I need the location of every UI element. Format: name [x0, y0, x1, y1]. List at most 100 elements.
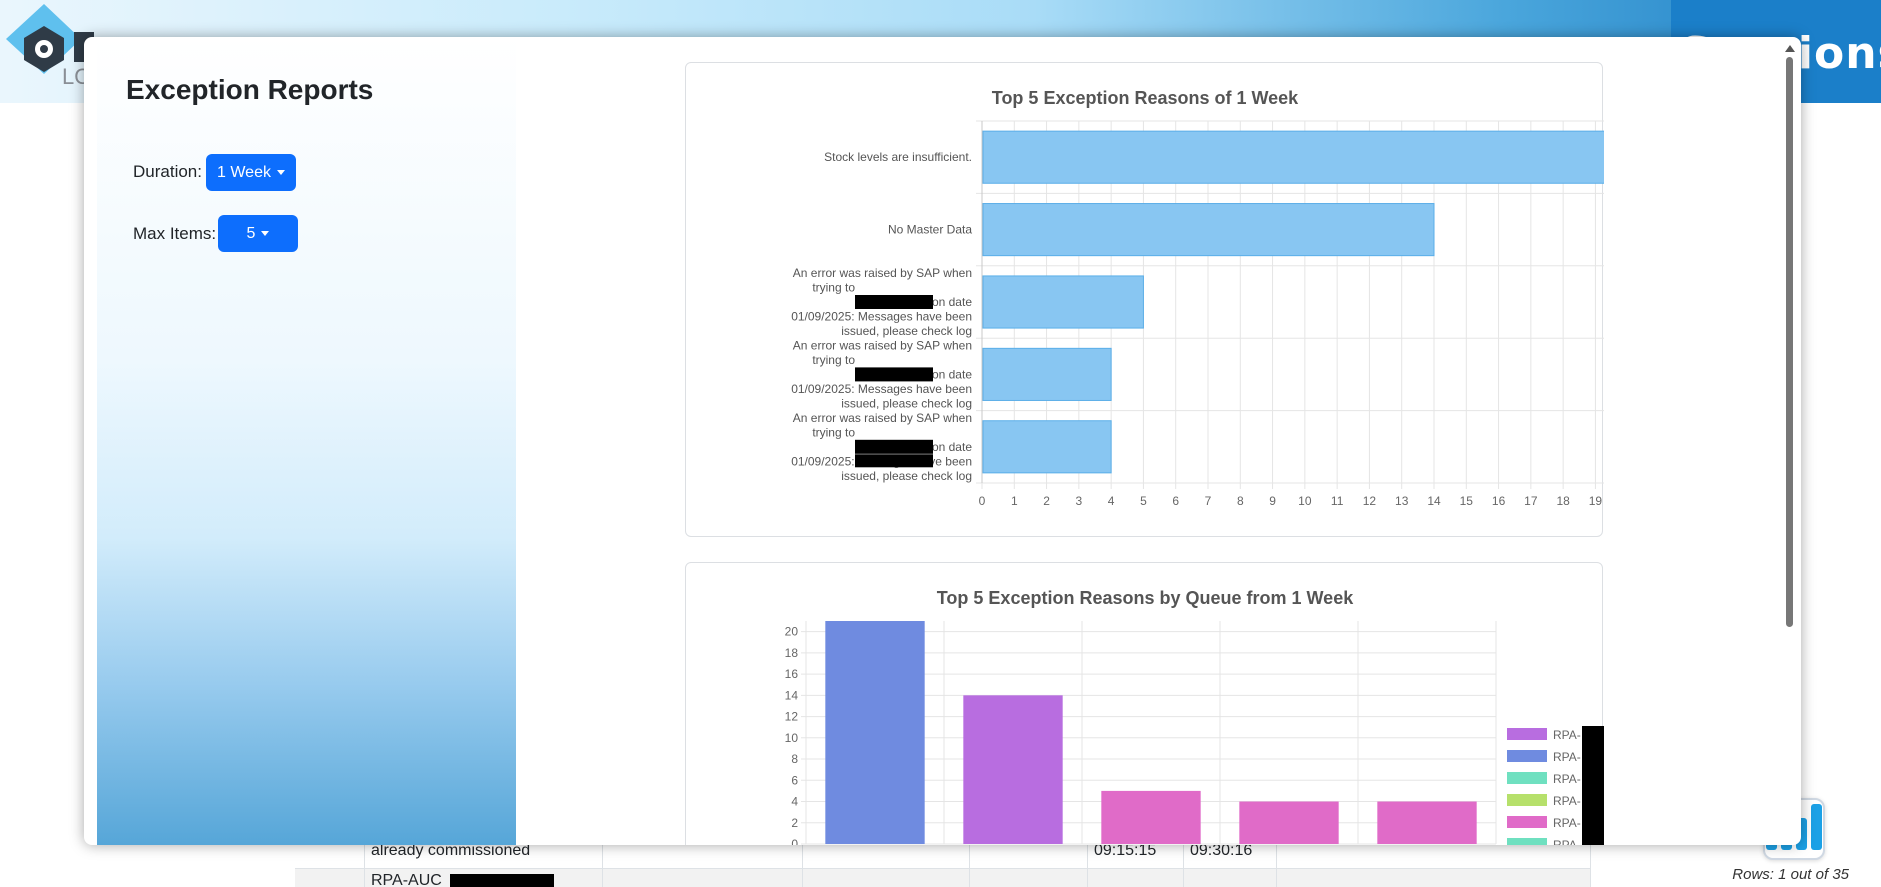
- max-items-value: 5: [246, 224, 256, 242]
- x-tick-label: 8: [1237, 494, 1244, 508]
- x-tick-label: 19: [1589, 494, 1603, 508]
- legend-label: RPA-: [1553, 794, 1581, 808]
- legend-swatch: [1507, 728, 1547, 740]
- y-tick-label: 8: [791, 752, 798, 766]
- x-tick-label: 18: [1556, 494, 1570, 508]
- bar: [1377, 801, 1477, 844]
- y-tick-label: trying to: [812, 425, 855, 439]
- chart-card-reasons-by-queue: Top 5 Exception Reasons by Queue from 1 …: [685, 562, 1604, 845]
- sessions-table: already commissioned 09:15:15 09:30:16 R…: [295, 838, 1591, 887]
- legend-swatch: [1507, 816, 1547, 828]
- x-tick-label: 4: [1108, 494, 1115, 508]
- bar: [982, 420, 1112, 474]
- x-tick-label: 6: [1172, 494, 1179, 508]
- redaction-block: [855, 367, 933, 382]
- max-items-label: Max Items:: [133, 224, 217, 243]
- rows-count: Rows: 1 out of 35: [1732, 866, 1849, 883]
- x-tick-label: 9: [1269, 494, 1276, 508]
- table-cell: [1184, 869, 1277, 887]
- y-tick-label: An error was raised by SAP when: [793, 266, 972, 280]
- bar-chart-icon: [1796, 818, 1807, 850]
- table-cell: [295, 839, 365, 868]
- y-tick-label: 4: [791, 795, 798, 809]
- table-cell: [803, 869, 970, 887]
- table-cell-text: RPA-AUC: [371, 872, 442, 887]
- redaction-block: [1582, 726, 1604, 845]
- table-cell: already commissioned: [365, 839, 603, 868]
- legend-swatch: [1507, 838, 1547, 845]
- y-tick-label: 16: [785, 667, 799, 681]
- x-tick-label: 0: [979, 494, 986, 508]
- y-tick-label: issued, please check log: [841, 324, 972, 338]
- table-cell: [1277, 869, 1591, 887]
- chart-title: Top 5 Exception Reasons by Queue from 1 …: [937, 588, 1354, 608]
- table-cell: [603, 869, 803, 887]
- legend-swatch: [1507, 750, 1547, 762]
- x-tick-label: 11: [1331, 494, 1344, 508]
- filter-sidebar: [97, 37, 516, 845]
- table-cell: [295, 869, 365, 887]
- bar: [982, 203, 1435, 257]
- y-tick-label: No Master Data: [888, 223, 972, 237]
- legend-label: RPA-: [1553, 772, 1581, 786]
- redaction-block: [855, 439, 933, 454]
- y-tick-label: trying to: [812, 353, 855, 367]
- bar: [963, 695, 1063, 844]
- y-tick-label: issued, please check log: [841, 469, 972, 483]
- x-tick-label: 1: [1011, 494, 1018, 508]
- y-tick-label: on date: [932, 295, 972, 309]
- table-cell: [1277, 839, 1591, 868]
- caret-down-icon: [276, 170, 285, 175]
- x-tick-label: 5: [1140, 494, 1147, 508]
- redaction-block: [855, 454, 933, 468]
- table-cell: [803, 839, 970, 868]
- table-cell: RPA-AUC: [365, 869, 603, 887]
- x-tick-label: 3: [1076, 494, 1083, 508]
- table-cell: 09:30:16: [1184, 839, 1277, 868]
- x-tick-label: 15: [1460, 494, 1474, 508]
- redaction-block: [855, 295, 933, 309]
- y-tick-label: 14: [785, 688, 799, 702]
- scroll-up-icon[interactable]: [1785, 45, 1795, 52]
- exception-reports-modal: Exception Reports Duration: 1 Week Max I…: [84, 37, 1801, 845]
- table-cell: [970, 869, 1088, 887]
- legend-label: RPA-: [1553, 816, 1581, 830]
- scroll-thumb[interactable]: [1786, 57, 1793, 627]
- y-tick-label: An error was raised by SAP when: [793, 411, 972, 425]
- modal-title: Exception Reports: [126, 74, 374, 105]
- y-tick-label: An error was raised by SAP when: [793, 338, 972, 352]
- table-row[interactable]: already commissioned 09:15:15 09:30:16: [295, 839, 1591, 869]
- table-cell: [1088, 869, 1184, 887]
- bar-chart-icon: [1811, 804, 1822, 850]
- y-tick-label: issued, please check log: [841, 396, 972, 410]
- reasons-by-queue-chart: Top 5 Exception Reasons by Queue from 1 …: [785, 588, 1604, 845]
- y-tick-label: Stock levels are insufficient.: [824, 150, 972, 164]
- x-tick-label: 10: [1298, 494, 1312, 508]
- legend-label: RPA-: [1553, 838, 1581, 845]
- y-tick-label: 01/09/2025: Messages have been: [791, 382, 972, 396]
- y-tick-label: trying to: [812, 281, 855, 295]
- modal-scrollbar[interactable]: [1785, 45, 1795, 845]
- y-tick-label: 18: [785, 646, 799, 660]
- duration-value: 1 Week: [217, 163, 271, 181]
- max-items-dropdown[interactable]: 5: [218, 215, 298, 252]
- y-tick-label: 2: [791, 816, 798, 830]
- x-tick-label: 14: [1427, 494, 1441, 508]
- y-tick-label: 10: [785, 731, 799, 745]
- y-tick-label: 0: [791, 837, 798, 845]
- caret-down-icon: [261, 231, 270, 236]
- x-tick-label: 13: [1395, 494, 1409, 508]
- x-tick-label: 16: [1492, 494, 1506, 508]
- table-row[interactable]: RPA-AUC: [295, 869, 1591, 887]
- duration-dropdown[interactable]: 1 Week: [206, 154, 296, 191]
- y-tick-label: 01/09/2025: Messages have been: [791, 310, 972, 324]
- y-tick-label: 12: [785, 710, 799, 724]
- table-cell: [970, 839, 1088, 868]
- bar: [982, 275, 1144, 329]
- table-cell: 09:15:15: [1088, 839, 1184, 868]
- legend-swatch: [1507, 772, 1547, 784]
- x-tick-label: 12: [1363, 494, 1377, 508]
- chart-card-exception-reasons: Top 5 Exception Reasons of 1 Week 0 1 2 3 4 5 6…: [685, 62, 1604, 537]
- duration-label: Duration:: [133, 162, 202, 181]
